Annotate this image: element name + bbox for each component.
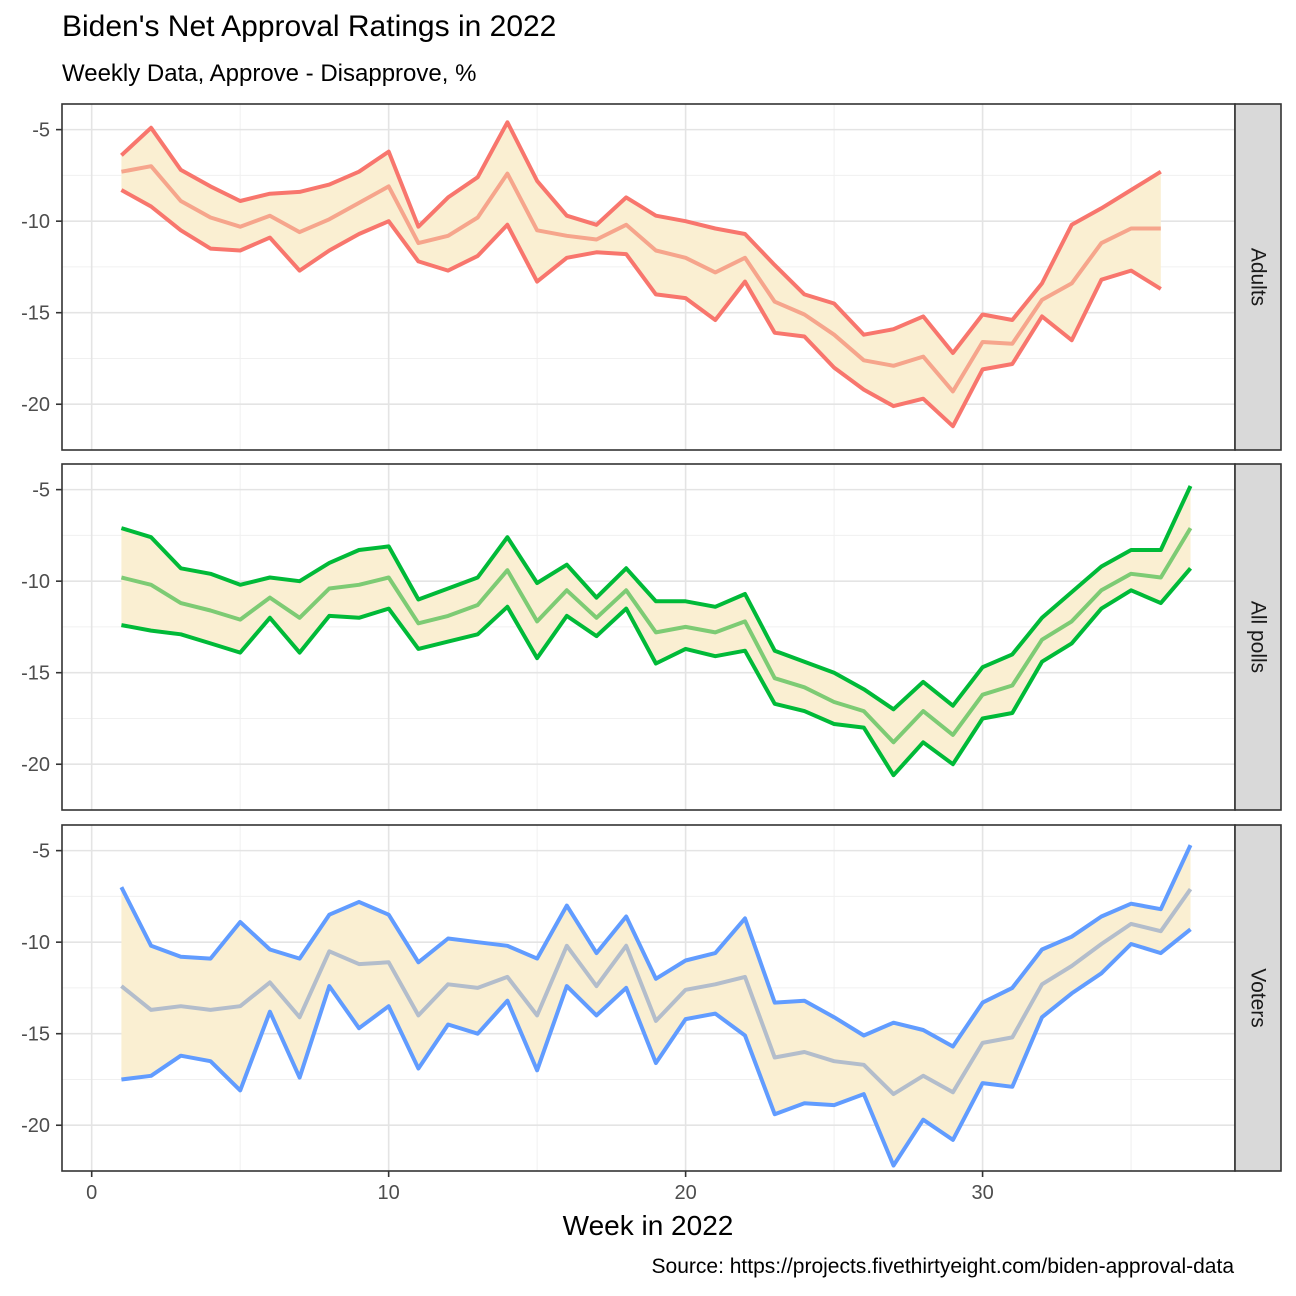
y-tick-label: -5 [32,841,50,863]
x-axis-label: Week in 2022 [562,1210,734,1241]
facet-strip [1234,463,1282,811]
x-tick-label: 0 [86,1182,97,1204]
series-line-mid [121,164,1161,394]
chart-title: Biden's Net Approval Ratings in 2022 [62,10,557,43]
series-line-lower [120,188,1162,429]
y-tick-label: -10 [21,211,50,233]
y-tick-label: -5 [32,480,50,502]
facet-strip [1234,824,1282,1172]
x-tick-label: 10 [378,1182,400,1204]
series-line-lower [121,927,1192,1168]
panel-all-polls: -5 -10 -15 -20 All polls [21,463,1282,811]
series-line-mid [120,527,1193,745]
y-tick-label: -10 [21,571,50,593]
y-tick-label: -15 [21,1024,50,1046]
y-tick-label: -20 [21,754,50,776]
facet-strip [1234,103,1282,451]
y-tick-label: -15 [21,663,50,685]
chart-subtitle: Weekly Data, Approve - Disapprove, % [62,60,477,87]
facet-strip-label: All polls [1247,601,1270,673]
y-tick-label: -20 [21,394,50,416]
confidence-ribbon [121,845,1191,1166]
y-tick-label: -20 [21,1115,50,1137]
series-line-upper [120,120,1162,355]
x-tick-label: 20 [674,1182,696,1204]
panel-adults: -5 -10 -15 -20 Adults [21,103,1282,451]
y-tick-label: -5 [32,120,50,142]
series-line-mid [120,887,1193,1097]
series-line-upper [120,485,1193,712]
facet-strip-label: Voters [1247,968,1270,1028]
x-tick-label: 30 [971,1182,993,1204]
panel-voters: -5 -10 -15 -20 Voters 0 10 20 30 [21,824,1282,1204]
y-tick-label: -15 [21,303,50,325]
series-line-upper [119,844,1193,1049]
facet-strip-label: Adults [1247,248,1270,306]
y-tick-label: -10 [21,932,50,954]
series-line-lower [121,567,1193,778]
source-caption: Source: https://projects.fivethirtyeight… [651,1255,1234,1278]
